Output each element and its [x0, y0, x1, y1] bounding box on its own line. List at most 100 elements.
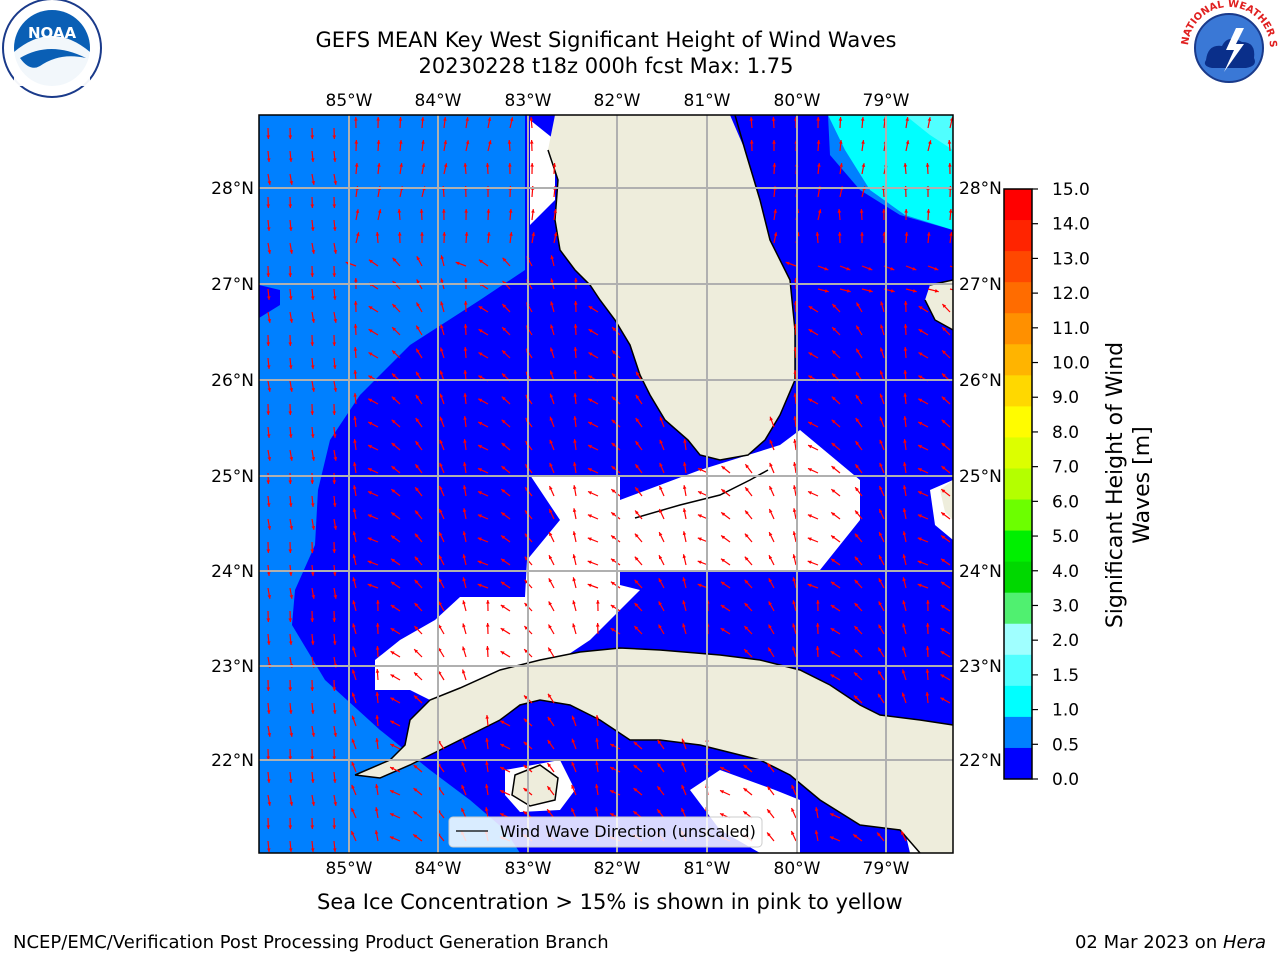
wind-arrow-head — [682, 485, 687, 489]
wind-arrow-head — [573, 393, 577, 397]
wind-arrow-head — [949, 232, 953, 236]
wind-arrow-head — [612, 327, 616, 331]
wind-arrow-head — [461, 808, 465, 812]
wind-arrow-head — [289, 388, 294, 392]
wind-arrow-head — [332, 687, 337, 691]
colorbar-segment — [1004, 747, 1032, 780]
wind-arrow-head — [860, 232, 864, 236]
wind-arrow-head — [721, 466, 726, 470]
wind-arrow-head — [332, 756, 337, 760]
wind-arrow-head — [391, 489, 396, 493]
wind-arrow-head — [855, 464, 859, 469]
wind-arrow-head — [413, 834, 418, 838]
wind-arrow-head — [267, 572, 271, 576]
wind-arrow-head — [548, 647, 552, 652]
wind-arrow-head — [878, 670, 882, 675]
wind-arrow-head — [942, 327, 946, 331]
wind-arrow-head — [744, 649, 748, 653]
wind-arrow-head — [310, 135, 315, 139]
wind-arrow-head — [523, 788, 528, 792]
wind-arrow-head — [831, 466, 836, 470]
wind-arrow-head — [633, 811, 638, 815]
wind-arrow-head — [377, 209, 382, 214]
wind-arrow-head — [399, 140, 403, 144]
wind-arrow-head — [807, 537, 812, 541]
wind-arrow-head — [824, 267, 829, 271]
wind-arrow-head — [353, 462, 357, 466]
wind-arrow-head — [438, 647, 442, 652]
wind-arrow-head — [829, 836, 834, 840]
wind-arrow-head — [333, 296, 337, 300]
wind-arrow-head — [311, 733, 316, 737]
wind-arrow-head — [376, 117, 380, 121]
wind-arrow-head — [502, 350, 506, 355]
colorbar-segment — [1004, 623, 1032, 656]
wind-arrow-head — [524, 626, 529, 630]
wind-arrow-head — [267, 503, 271, 507]
wind-arrow-head — [462, 508, 467, 512]
wind-arrow-head — [572, 485, 577, 489]
colorbar-tick-label: 15.0 — [1052, 180, 1090, 200]
wind-arrow-head — [333, 503, 337, 507]
wind-arrow-head — [854, 626, 859, 630]
wind-arrow-head — [817, 163, 821, 167]
wind-arrow-head — [588, 491, 592, 495]
wind-arrow-head — [839, 140, 843, 144]
wind-arrow-head — [879, 416, 883, 421]
wind-arrow-head — [743, 764, 748, 769]
florida-landmass — [548, 115, 795, 460]
wind-arrow-head — [487, 232, 491, 236]
wind-arrow-head — [855, 394, 860, 399]
wind-arrow-head — [368, 422, 373, 426]
wind-arrow-head — [832, 304, 837, 308]
wind-arrow-head — [552, 163, 557, 167]
wind-arrow-head — [289, 319, 294, 323]
wind-arrow-head — [918, 329, 923, 333]
wind-arrow-head — [289, 457, 294, 461]
wind-arrow-head — [462, 669, 466, 674]
colorbar-segment — [1004, 499, 1032, 532]
wind-arrow-head — [486, 209, 491, 213]
wind-arrow-head — [878, 578, 883, 583]
wind-arrow-head — [573, 439, 577, 443]
wind-arrow-head — [744, 556, 749, 561]
map-area — [259, 115, 953, 853]
colorbar-segment — [1004, 468, 1032, 501]
wind-arrow-head — [332, 480, 337, 484]
wind-arrow-head — [912, 289, 917, 293]
wind-arrow-head — [941, 419, 946, 424]
wind-arrow-head — [289, 434, 293, 438]
wind-arrow-head — [529, 117, 534, 121]
lon-label-bottom: 81°W — [684, 859, 731, 879]
wind-arrow-head — [902, 508, 907, 512]
wind-arrow-head — [587, 537, 592, 541]
wind-arrow-head — [610, 628, 615, 632]
wind-arrow-head — [267, 848, 271, 852]
wind-arrow-head — [854, 695, 858, 700]
colorbar-tick-label: 0.0 — [1052, 770, 1079, 790]
wind-arrow-head — [940, 628, 945, 632]
wind-arrow-head — [934, 267, 939, 271]
wind-arrow-head — [376, 140, 381, 144]
wind-arrow-head — [390, 767, 395, 771]
wind-arrow-head — [574, 278, 578, 282]
wind-arrow-head — [375, 784, 379, 788]
wind-arrow-head — [500, 744, 505, 748]
wind-arrow-head — [547, 809, 551, 814]
wind-arrow-head — [902, 669, 906, 674]
wind-arrow-head — [501, 466, 506, 470]
wind-arrow-head — [697, 560, 702, 564]
wind-arrow-head — [501, 512, 506, 516]
wind-arrow-head — [289, 227, 293, 231]
wind-arrow-head — [549, 532, 553, 537]
wind-arrow-head — [311, 526, 316, 530]
wind-arrow-head — [905, 117, 909, 121]
wind-arrow-head — [267, 388, 272, 392]
wind-arrow-head — [500, 790, 504, 794]
wind-arrow-head — [553, 209, 557, 213]
wind-arrow-head — [311, 250, 316, 254]
wind-arrow-head — [879, 370, 884, 375]
wind-arrow-head — [595, 761, 599, 765]
colorbar-tick-label: 1.0 — [1052, 701, 1079, 721]
wind-arrow-head — [878, 647, 882, 652]
